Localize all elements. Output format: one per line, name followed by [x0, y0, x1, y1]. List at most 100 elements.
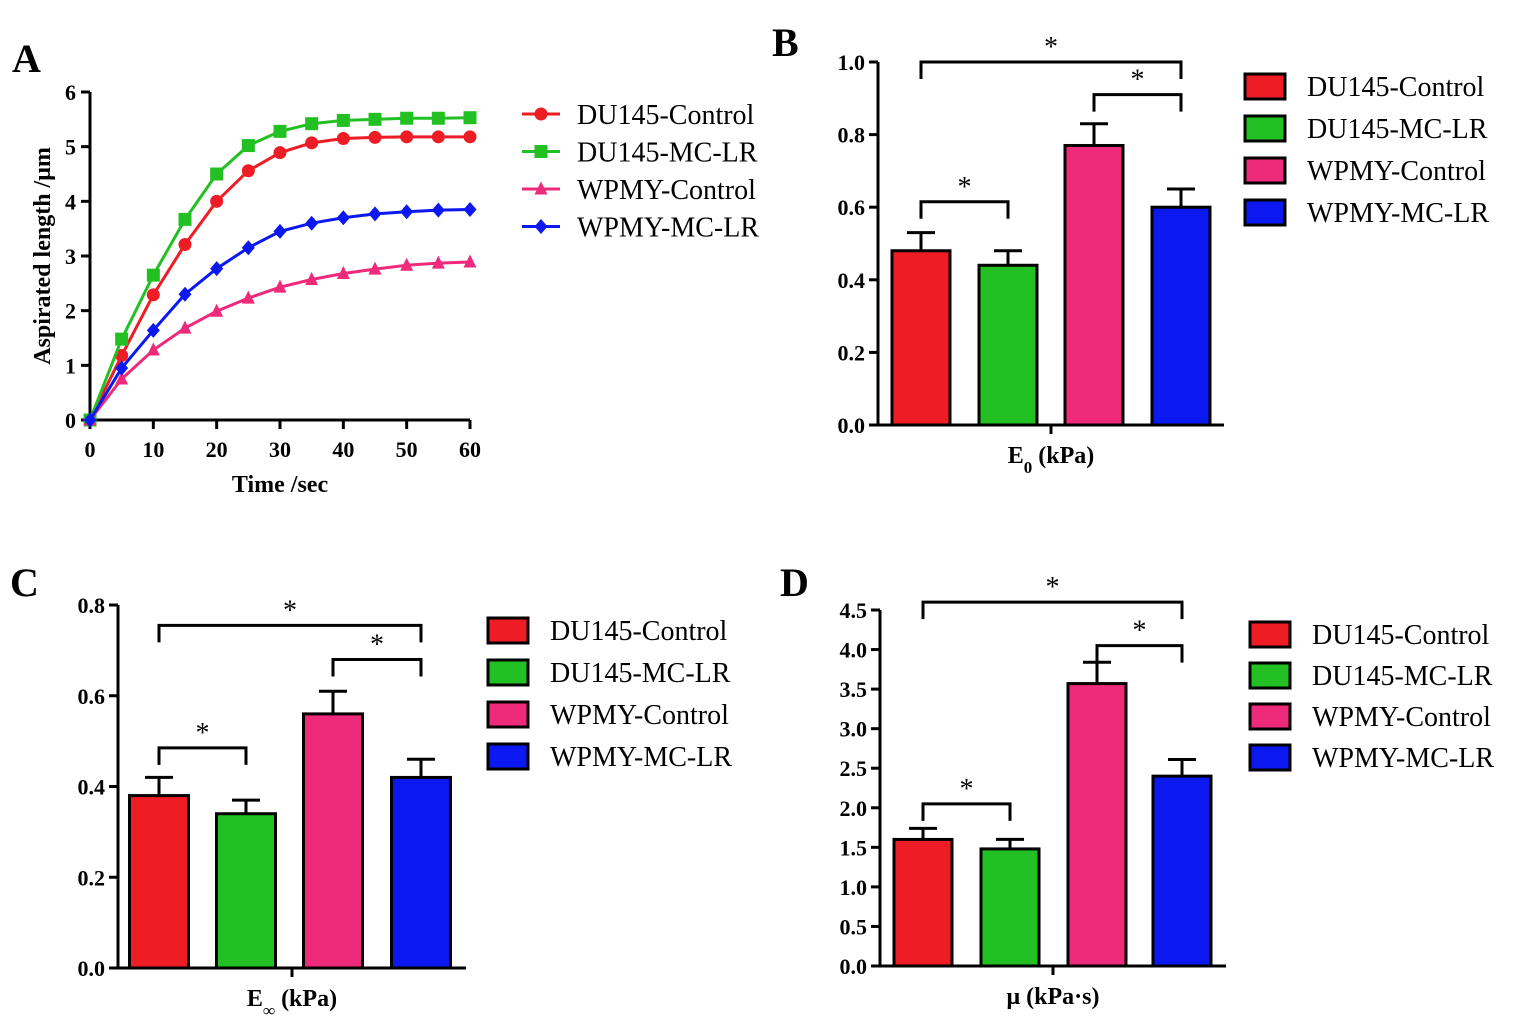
panel-a-point-du145-mc-lr-25	[241, 139, 255, 153]
panel-d-legend-item-du145-control: DU145-Control	[1248, 620, 1490, 651]
panel-c-legend-label-wpmy-mc-lr: WPMY-MC-LR	[550, 742, 732, 773]
panel-c-y-tick-label-0-4: 0.4	[78, 775, 106, 800]
panel-c-x-axis-label: E∞ (kPa)	[247, 986, 337, 1020]
panel-a-x-tick-label-50: 50	[396, 437, 418, 462]
panel-b-significance-label-1: *	[1044, 32, 1058, 63]
panel-a-point-wpmy-mc-lr-45	[368, 206, 382, 222]
panel-a-point-wpmy-control-45	[368, 261, 382, 275]
panel-a-legend-marker-du145-control	[534, 107, 548, 121]
panel-a-point-du145-control-15	[178, 238, 192, 252]
panel-a-point-wpmy-mc-lr-10	[146, 322, 160, 338]
panel-a-point-du145-control-20	[210, 194, 224, 208]
panel-d-y-tick-label-3-5: 3.5	[840, 677, 868, 702]
panel-b-significance-bracket-2	[1092, 93, 1183, 112]
panel-c-bar-wpmy-control	[302, 712, 364, 970]
panel-b-legend-swatch-wpmy-mc-lr	[1243, 198, 1287, 227]
panel-c-legend-label-du145-control: DU145-Control	[550, 616, 728, 647]
panel-a-point-du145-control-40	[336, 131, 350, 145]
panel-b-legend-swatch-du145-control	[1243, 72, 1287, 101]
panel-a-point-wpmy-control-40	[336, 265, 350, 279]
panel-c-significance-bracket-2	[331, 657, 423, 677]
panel-d-significance-label-3: *	[960, 774, 974, 805]
panel-a-point-du145-control-50	[400, 130, 414, 144]
panel-c-legend-label-wpmy-control: WPMY-Control	[550, 700, 729, 731]
panel-d-y-tick-label-0-0: 0.0	[840, 954, 868, 979]
panel-a-legend-item-wpmy-mc-lr: WPMY-MC-LR	[522, 213, 759, 244]
panel-b-legend-swatch-du145-mc-lr	[1243, 114, 1287, 143]
panel-c-y-tick-label-0-6: 0.6	[78, 684, 106, 709]
panel-d-y-tick-label-4-0: 4.0	[840, 638, 868, 663]
panel-a-legend-marker-wpmy-control	[534, 181, 548, 195]
panel-d-y-tick-label-0-5: 0.5	[840, 914, 868, 939]
panel-d-significance-label-1: *	[1046, 572, 1060, 603]
panel-a-legend-item-du145-control: DU145-Control	[522, 100, 755, 131]
panel-a-point-du145-control-60	[463, 130, 477, 144]
panel-a-point-du145-mc-lr-10	[146, 268, 160, 282]
panel-a-point-du145-mc-lr-40	[336, 113, 350, 127]
panel-letter-d: D	[780, 560, 809, 605]
panel-b-legend-label-wpmy-mc-lr: WPMY-MC-LR	[1307, 198, 1489, 229]
panel-b-significance-bracket-1	[919, 60, 1183, 79]
panel-c-significance-label-3: *	[196, 718, 210, 749]
panel-a-point-wpmy-control-30	[273, 279, 287, 293]
panel-a-point-du145-control-25	[241, 164, 255, 178]
panel-b-legend-label-wpmy-control: WPMY-Control	[1307, 156, 1486, 187]
panel-b-significance-label-3: *	[958, 172, 972, 203]
panel-a-point-wpmy-mc-lr-50	[400, 204, 414, 220]
panel-d-legend-swatch-wpmy-control	[1248, 702, 1292, 731]
panel-a-point-wpmy-mc-lr-5	[115, 360, 129, 376]
panel-a-x-tick-label-60: 60	[459, 437, 481, 462]
panel-c-legend-swatch-wpmy-control	[486, 700, 530, 729]
panel-b-y-tick-label-0-0: 0.0	[838, 413, 866, 438]
panel-a-point-du145-mc-lr-60	[463, 111, 477, 125]
panel-d-legend-label-wpmy-control: WPMY-Control	[1312, 702, 1491, 733]
panel-c-y-tick-label-0-0: 0.0	[78, 956, 106, 981]
panel-d-x-axis-label: μ (kPa·s)	[1007, 984, 1100, 1010]
panel-b-legend-swatch-wpmy-control	[1243, 156, 1287, 185]
panel-b-bar-du145-mc-lr	[977, 263, 1039, 427]
panel-d-bar-du145-control	[892, 837, 954, 968]
panel-b-legend-item-du145-mc-lr: DU145-MC-LR	[1243, 114, 1488, 145]
panel-d-legend-label-du145-mc-lr: DU145-MC-LR	[1312, 661, 1493, 692]
panel-a-y-tick-label-3: 3	[65, 244, 76, 269]
panel-a-legend-marker-wpmy-mc-lr	[534, 219, 548, 234]
panel-d-significance-bracket-3	[921, 802, 1012, 821]
panel-a-point-wpmy-mc-lr-40	[336, 210, 350, 226]
panel-a-point-wpmy-mc-lr-25	[241, 240, 255, 256]
panel-a-point-du145-mc-lr-55	[431, 111, 445, 125]
panel-c-legend-item-du145-mc-lr: DU145-MC-LR	[486, 658, 731, 689]
panel-a-point-du145-control-30	[273, 146, 287, 160]
panel-a-x-tick-label-0: 0	[85, 437, 96, 462]
panel-a-y-tick-label-0: 0	[65, 408, 76, 433]
panel-b-legend-label-du145-mc-lr: DU145-MC-LR	[1307, 114, 1488, 145]
panel-d-y-tick-label-4-5: 4.5	[840, 598, 868, 623]
panel-a-x-tick-label-40: 40	[332, 437, 354, 462]
panel-letter-a: A	[12, 36, 41, 81]
panel-b-legend-item-wpmy-mc-lr: WPMY-MC-LR	[1243, 198, 1489, 229]
panel-letter-b: B	[772, 20, 799, 65]
panel-a-point-du145-control-45	[368, 130, 382, 144]
panel-a-point-du145-control-10	[146, 288, 160, 302]
panel-c-legend-label-du145-mc-lr: DU145-MC-LR	[550, 658, 731, 689]
panel-c-legend-item-wpmy-mc-lr: WPMY-MC-LR	[486, 742, 732, 773]
panel-d-legend-item-wpmy-mc-lr: WPMY-MC-LR	[1248, 743, 1494, 774]
panel-a-x-axis-label: Time /sec	[232, 472, 329, 498]
panel-b-legend-item-wpmy-control: WPMY-Control	[1243, 156, 1486, 187]
panel-c-significance-label-1: *	[283, 595, 297, 626]
panel-a-x-tick-label-10: 10	[142, 437, 164, 462]
panel-b-x-axis-label: E0 (kPa)	[1008, 443, 1095, 477]
panel-d-bar-du145-mc-lr	[979, 847, 1041, 968]
panel-a-point-du145-mc-lr-15	[178, 212, 192, 226]
panel-d-legend-label-du145-control: DU145-Control	[1312, 620, 1490, 651]
panel-a-x-tick-label-30: 30	[269, 437, 291, 462]
panel-a-point-du145-mc-lr-30	[273, 124, 287, 138]
panel-a-point-wpmy-mc-lr-15	[178, 286, 192, 302]
panel-d-legend-swatch-du145-mc-lr	[1248, 661, 1292, 690]
panel-a-point-du145-mc-lr-20	[210, 167, 224, 181]
panel-b-y-tick-label-0-4: 0.4	[838, 268, 866, 293]
panel-d-significance-bracket-1	[921, 600, 1184, 620]
panel-a-point-wpmy-mc-lr-35	[305, 215, 319, 231]
panel-a-legend-marker-du145-mc-lr	[534, 145, 548, 158]
